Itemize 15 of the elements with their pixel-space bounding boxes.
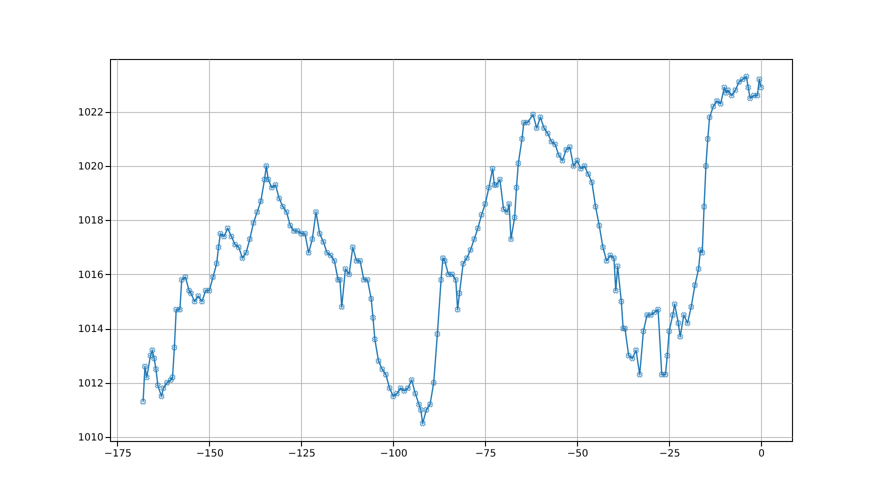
y-tick-label: 1022: [78, 107, 104, 118]
y-tick-label: 1014: [78, 324, 104, 336]
x-tick-label: −175: [104, 448, 132, 460]
y-tick-label: 1012: [78, 378, 104, 390]
x-tick-label: −150: [196, 448, 224, 460]
y-tick-label: 1020: [78, 162, 104, 173]
x-tick-label: −75: [475, 448, 496, 460]
x-tick-label: −50: [567, 448, 588, 460]
x-tick-label: −100: [380, 448, 408, 460]
y-tick-label: 1016: [78, 270, 104, 281]
x-tick-label: 0: [758, 448, 765, 460]
y-tick-label: 1018: [78, 216, 104, 227]
y-tick-label: 1010: [78, 432, 104, 444]
x-tick-label: −25: [659, 448, 680, 460]
x-tick-label: −125: [288, 448, 316, 460]
